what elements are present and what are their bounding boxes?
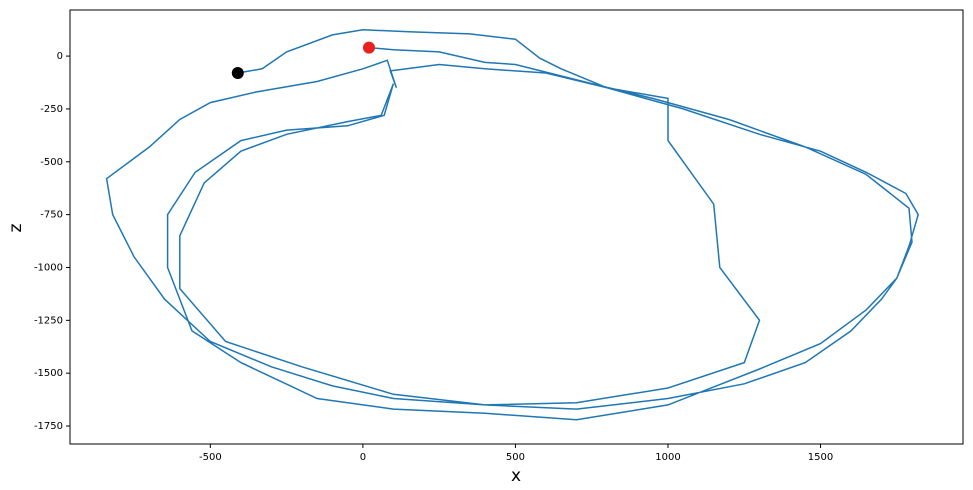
start-marker <box>231 66 244 79</box>
x-axis-title: x <box>511 466 521 486</box>
x-tick-label: 1500 <box>808 452 833 463</box>
y-tick-label: 0 <box>57 51 63 62</box>
x-tick-label: 1000 <box>655 452 680 463</box>
y-tick-label: -500 <box>40 157 63 168</box>
x-tick-label: 0 <box>360 452 366 463</box>
x-tick-label: -500 <box>199 452 222 463</box>
y-tick-label: -1000 <box>34 262 63 273</box>
y-tick-label: -1250 <box>34 315 63 326</box>
trajectory-line <box>105 28 920 421</box>
y-tick-label: -750 <box>40 210 63 221</box>
y-tick-label: -1500 <box>34 368 63 379</box>
end-marker <box>362 41 375 54</box>
y-tick-label: -250 <box>40 104 63 115</box>
y-axis-title: z <box>6 223 26 232</box>
y-tick-label: -1750 <box>34 421 63 432</box>
x-tick-label: 500 <box>506 452 525 463</box>
plot-frame <box>69 9 964 445</box>
